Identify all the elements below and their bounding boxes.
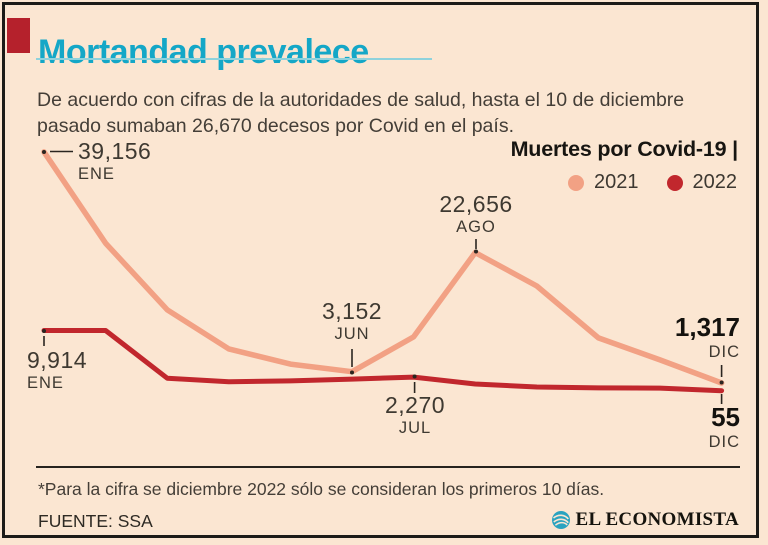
source-label: FUENTE: SSA — [38, 511, 153, 531]
annotation-2021-ene: 39,156 ENE — [78, 138, 152, 183]
footer-divider — [36, 466, 740, 468]
brand-logo: EL ECONOMISTA — [551, 509, 740, 531]
legend-label-2021: 2021 — [594, 171, 639, 193]
annotation-2022-dic: 55 DIC — [708, 402, 740, 451]
legend: 2021 2022 — [568, 171, 737, 194]
title-underline — [36, 58, 432, 60]
annotation-dots — [42, 150, 724, 385]
subtitle: De acuerdo con cifras de la autoridades … — [37, 88, 685, 137]
series-lines — [41, 149, 725, 394]
el-economista-swirl-icon — [551, 511, 570, 529]
chart-title: Muertes por Covid-19 | — [510, 137, 739, 161]
annotation-2021-jun: 3,152 JUN — [321, 298, 383, 343]
annotation-2022-ene: 9,914 ENE — [27, 347, 88, 392]
legend-label-2022: 2022 — [692, 171, 738, 193]
annotation-ticks — [43, 150, 723, 404]
annotation-2021-ago: 22,656 AGO — [439, 191, 513, 236]
legend-dot-2022 — [666, 174, 683, 191]
series-line-2022 — [41, 328, 725, 394]
annotation-2021-dic: 1,317 DIC — [674, 312, 740, 361]
annotation-2022-jul: 2,270 JUL — [384, 392, 446, 437]
page-title: Mortandad prevalece — [38, 32, 369, 71]
kicker-square — [7, 18, 30, 53]
series-line-2021 — [41, 149, 725, 386]
legend-dot-2021 — [568, 174, 584, 191]
brand-name: EL ECONOMISTA — [575, 509, 739, 530]
footnote: *Para la cifra se diciembre 2022 sólo se… — [38, 479, 605, 499]
